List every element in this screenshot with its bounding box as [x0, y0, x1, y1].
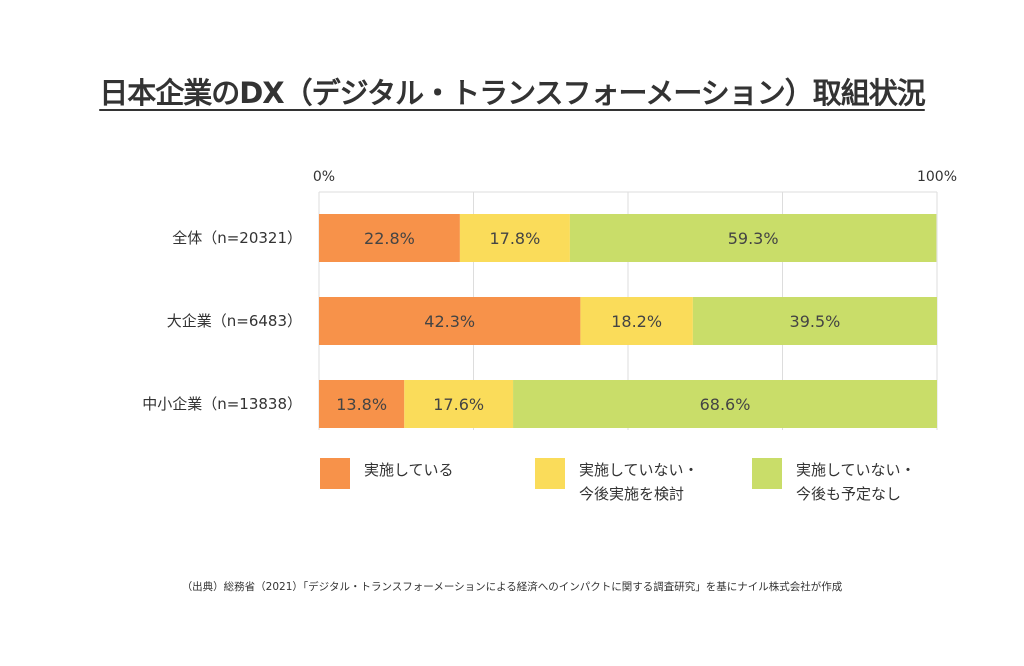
legend-swatch-no-plan	[752, 458, 782, 489]
bar-label-2-0: 13.8%	[336, 395, 387, 414]
stacked-bar-chart: 0% 100% 全体（n=20321） 22.8% 17.8% 59.3% 大企業（n=64…	[142, 169, 957, 430]
axis-label-max: 100%	[917, 169, 957, 185]
bar-label-0-2: 59.3%	[728, 229, 779, 248]
legend-swatch-implemented	[320, 458, 350, 489]
bar-label-2-2: 68.6%	[700, 395, 751, 414]
legend-item-implemented: 実施している	[320, 458, 454, 489]
category-label-2: 中小企業（n=13838）	[142, 395, 302, 413]
bar-label-0-0: 22.8%	[364, 229, 415, 248]
bar-1-2	[692, 297, 937, 345]
axis-label-min: 0%	[313, 169, 335, 185]
bar-label-1-2: 39.5%	[790, 312, 841, 331]
chart-title-text: 日本企業のDX（デジタル・トランスフォーメーション）取組状況	[99, 76, 926, 110]
chart-title: 日本企業のDX（デジタル・トランスフォーメーション）取組状況	[0, 70, 1024, 112]
legend-label-implemented: 実施している	[364, 461, 454, 479]
bar-2-1	[404, 380, 514, 428]
bar-label-1-0: 42.3%	[424, 312, 475, 331]
bar-1-0	[319, 297, 581, 345]
category-label-1: 大企業（n=6483）	[167, 312, 302, 330]
bar-2-0	[319, 380, 405, 428]
legend-swatch-considering	[535, 458, 565, 489]
legend-item-no-plan: 実施していない・ 今後も予定なし	[752, 458, 916, 506]
legend-label-considering: 実施していない・ 今後実施を検討	[579, 461, 699, 503]
bar-label-1-1: 18.2%	[611, 312, 662, 331]
bar-label-0-1: 17.8%	[489, 229, 540, 248]
bar-0-2	[569, 214, 937, 262]
bar-label-2-1: 17.6%	[433, 395, 484, 414]
bar-1-1	[580, 297, 693, 345]
bar-2-2	[513, 380, 937, 428]
bar-0-0	[319, 214, 460, 262]
bar-0-1	[459, 214, 570, 262]
category-label-0: 全体（n=20321）	[172, 229, 302, 247]
legend-item-considering: 実施していない・ 今後実施を検討	[535, 458, 699, 506]
legend-label-no-plan: 実施していない・ 今後も予定なし	[796, 461, 916, 503]
source-note: （出典）総務省（2021）「デジタル・トランスフォーメーションによる経済へのイン…	[181, 581, 843, 593]
